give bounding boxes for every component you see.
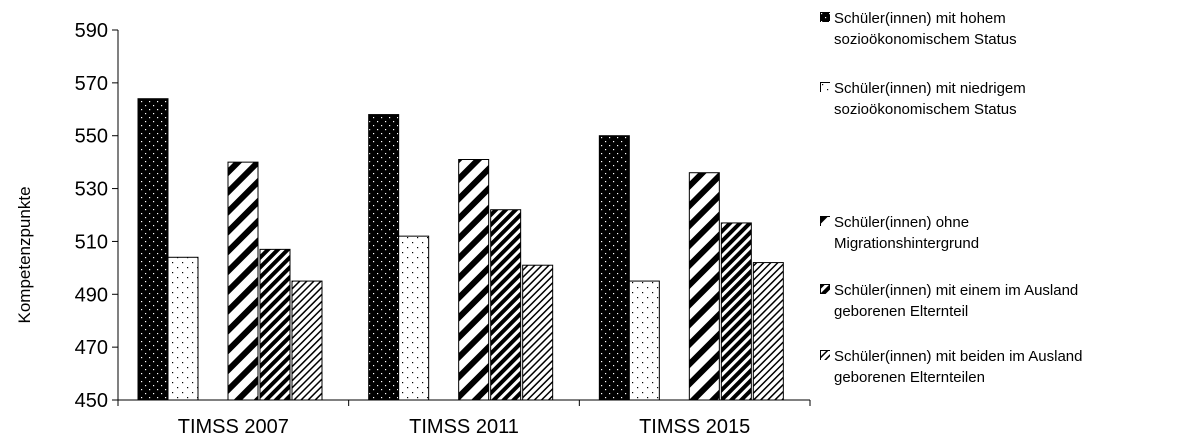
legend-label: Schüler(innen) ohne Migrationshintergrun… — [834, 214, 980, 252]
x-axis: TIMSS 2007 TIMSS 2011 TIMSS 2015 — [117, 399, 811, 438]
bar-series-5-timss-2011 — [522, 264, 554, 401]
x-category-label: TIMSS 2015 — [639, 416, 750, 438]
bar-series-5-timss-2007 — [291, 280, 323, 401]
y-tick-label: 490 — [75, 284, 108, 306]
legend-label: Schüler(innen) mit niedrigem sozioökonom… — [834, 80, 1026, 118]
legend-label: Schüler(innen) mit hohem sozioökonomisch… — [834, 10, 1017, 48]
bar-series-4-timss-2015 — [720, 222, 752, 401]
legend-swatch — [820, 350, 830, 360]
legend-item: Schüler(innen) mit hohem sozioökonomisch… — [820, 8, 1017, 50]
legend-swatch — [820, 12, 830, 22]
legend-item: Schüler(innen) mit beiden im Ausland geb… — [820, 346, 1082, 388]
x-category-label: TIMSS 2007 — [178, 416, 289, 438]
y-tick-label: 570 — [75, 73, 108, 95]
bar-series-3-timss-2011 — [458, 159, 490, 401]
legend-swatch — [820, 216, 830, 226]
bar-series-5-timss-2015 — [752, 262, 784, 401]
y-tick-label: 550 — [75, 126, 108, 148]
bars — [137, 98, 784, 401]
bar-series-1-timss-2011 — [368, 114, 400, 401]
bar-series-2-timss-2007 — [167, 256, 199, 401]
legend-label: Schüler(innen) mit einem im Ausland gebo… — [834, 282, 1079, 320]
legend-label: Schüler(innen) mit beiden im Ausland geb… — [834, 348, 1083, 386]
legend-item: Schüler(innen) mit niedrigem sozioökonom… — [820, 78, 1026, 120]
legend-item: Schüler(innen) ohne Migrationshintergrun… — [820, 212, 979, 254]
bar-series-1-timss-2007 — [137, 98, 169, 401]
bar-series-2-timss-2011 — [398, 235, 430, 401]
y-tick-label: 530 — [75, 179, 108, 201]
bar-series-4-timss-2007 — [259, 248, 291, 401]
bar-series-2-timss-2015 — [628, 280, 660, 401]
bar-series-3-timss-2015 — [688, 172, 720, 401]
y-tick-label: 510 — [75, 231, 108, 253]
bar-series-3-timss-2007 — [227, 161, 259, 401]
y-tick-label: 590 — [75, 20, 108, 42]
y-axis: 450 470 490 510 530 550 570 590 — [75, 20, 119, 412]
bar-series-4-timss-2011 — [490, 209, 522, 401]
y-axis-label: Kompetenzpunkte — [15, 186, 34, 323]
bar-series-1-timss-2015 — [598, 135, 630, 401]
legend-item: Schüler(innen) mit einem im Ausland gebo… — [820, 280, 1078, 322]
y-tick-label: 470 — [75, 337, 108, 359]
legend-swatch — [820, 82, 830, 92]
y-tick-label: 450 — [75, 390, 108, 412]
x-category-label: TIMSS 2011 — [409, 416, 519, 438]
legend-swatch — [820, 284, 830, 294]
